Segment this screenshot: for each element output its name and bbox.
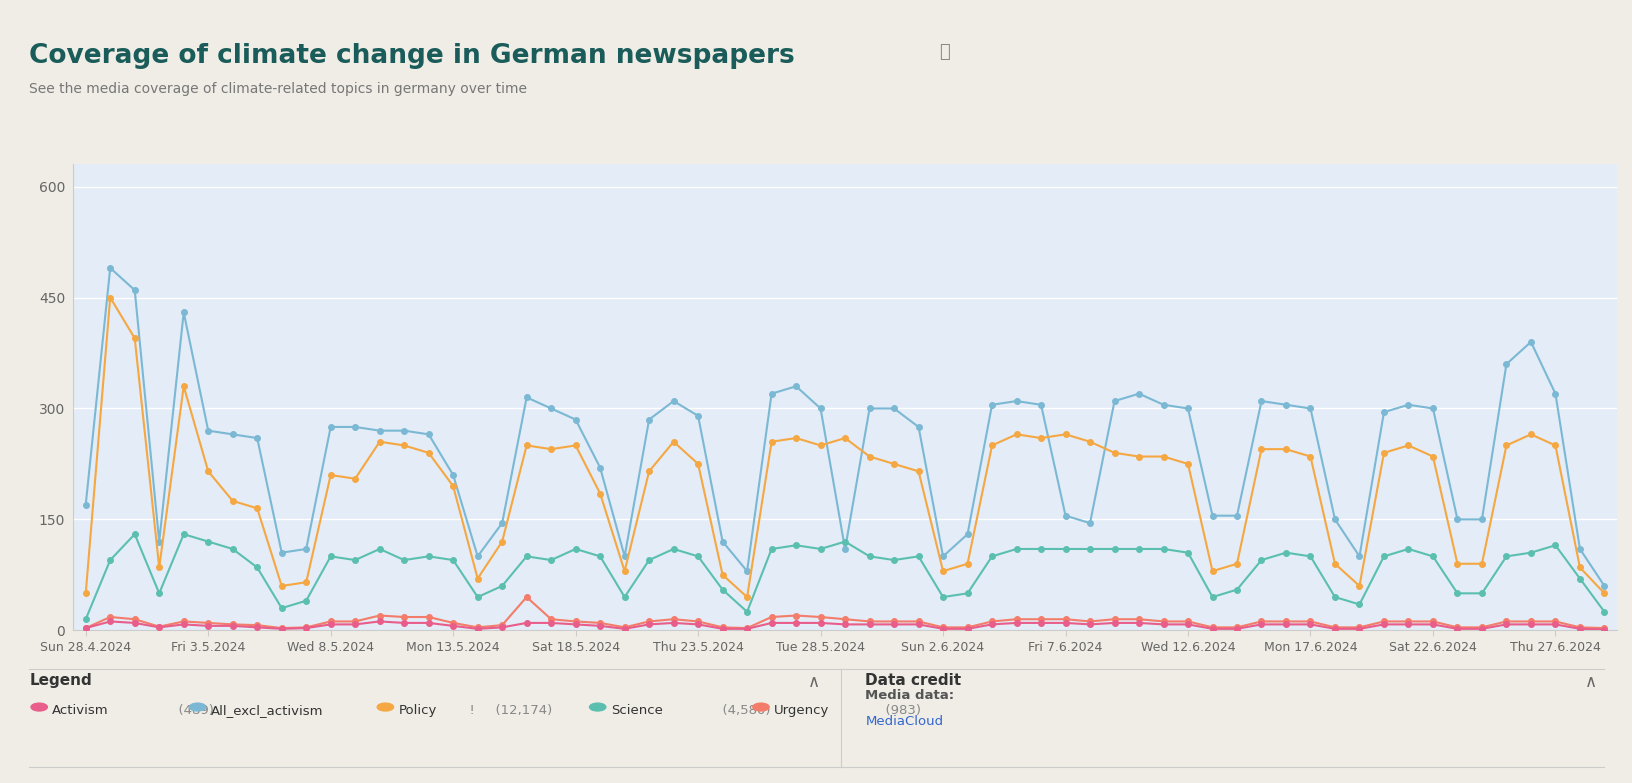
Text: Data credit: Data credit [865, 673, 961, 688]
Text: !: ! [460, 705, 473, 717]
Text: (4,580): (4,580) [713, 705, 770, 717]
Text: Science: Science [610, 705, 663, 717]
Text: MediaCloud: MediaCloud [865, 715, 943, 727]
Text: (983): (983) [876, 705, 920, 717]
Text: All_excl_activism: All_excl_activism [211, 705, 323, 717]
Text: Media data:: Media data: [865, 689, 955, 702]
Text: Activism: Activism [52, 705, 109, 717]
Text: See the media coverage of climate-related topics in germany over time: See the media coverage of climate-relate… [29, 82, 527, 96]
Text: ∧: ∧ [808, 673, 819, 691]
Text: Policy: Policy [398, 705, 436, 717]
Text: Legend: Legend [29, 673, 91, 688]
Text: (489): (489) [170, 705, 214, 717]
Text: ∧: ∧ [1585, 673, 1596, 691]
Text: ⓘ: ⓘ [938, 43, 950, 61]
Text: Urgency: Urgency [774, 705, 829, 717]
Text: Coverage of climate change in German newspapers: Coverage of climate change in German new… [29, 43, 795, 69]
Text: (12,174): (12,174) [486, 705, 552, 717]
